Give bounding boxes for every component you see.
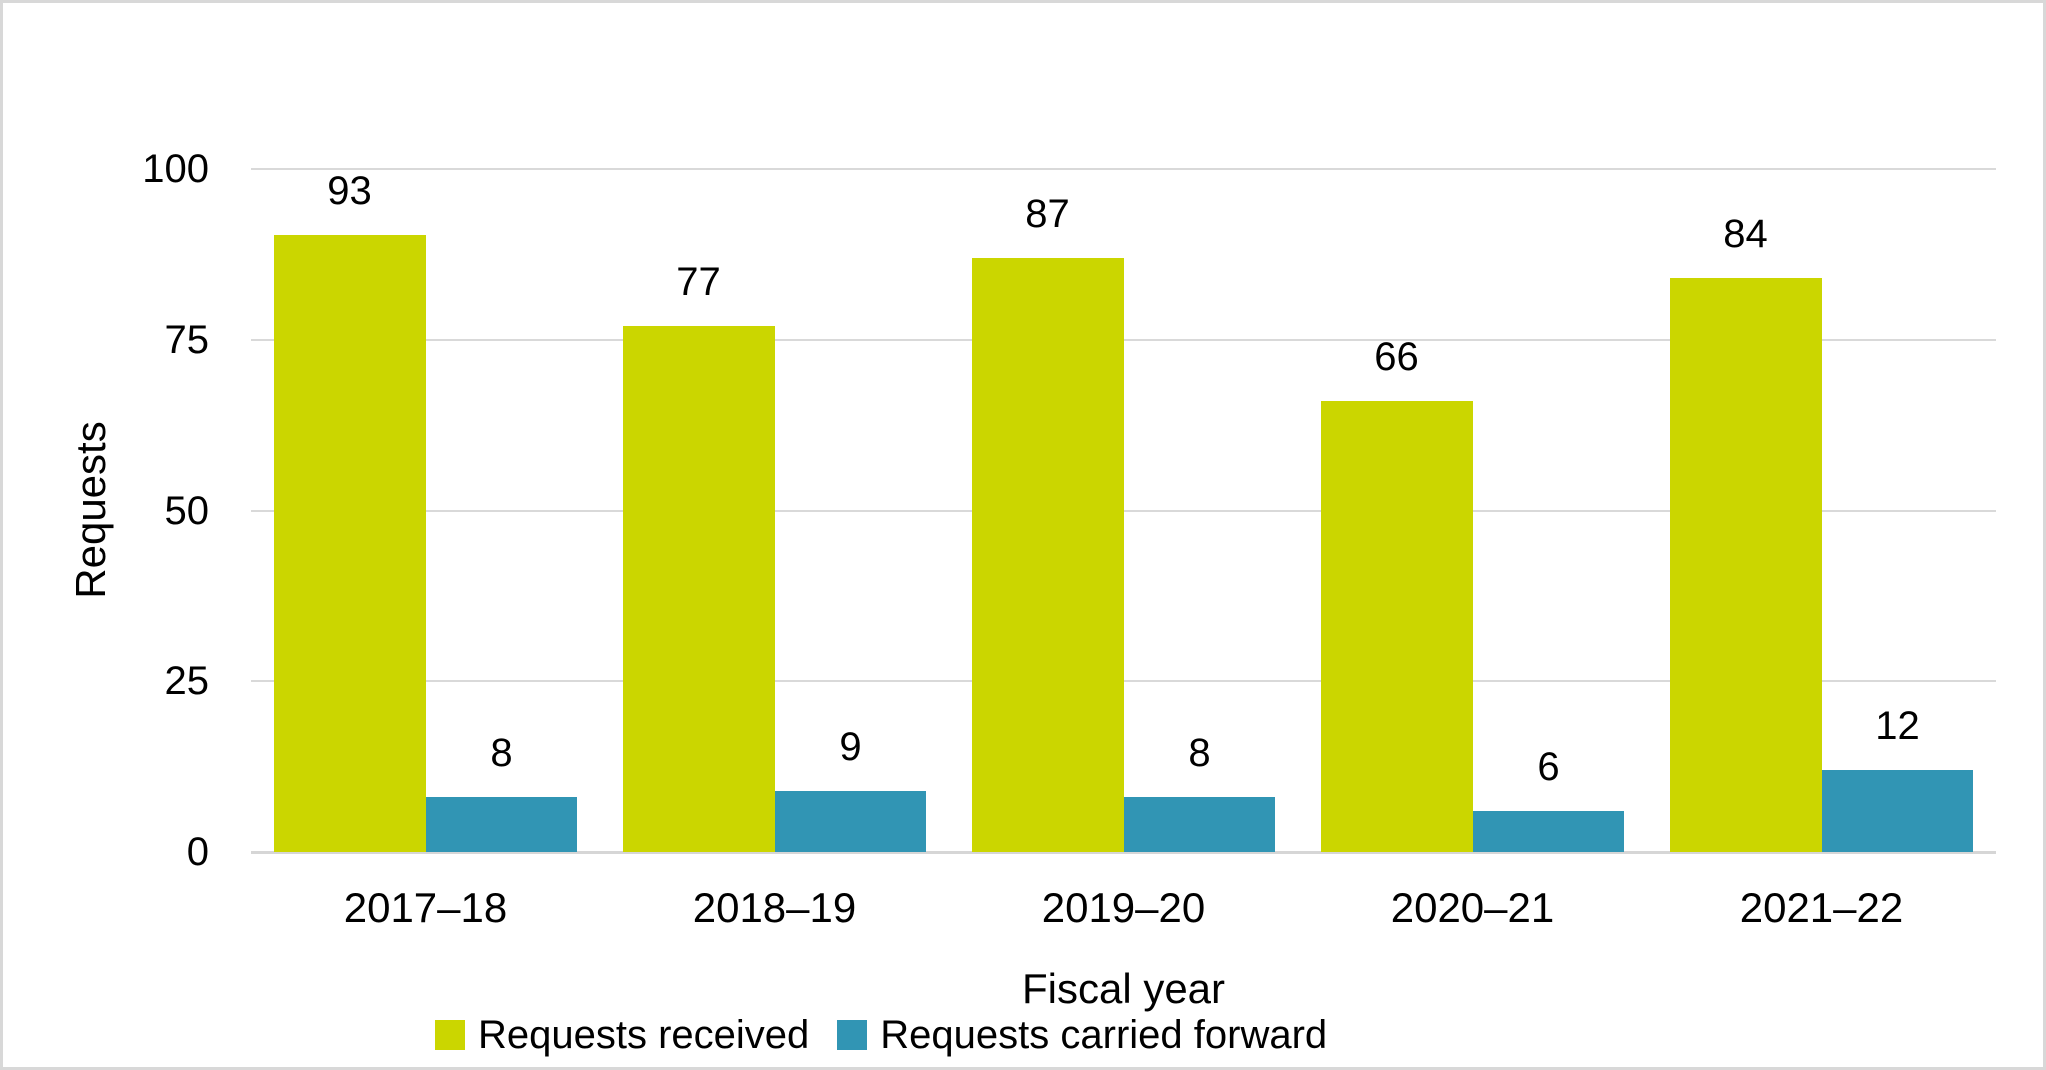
bar-slot-requests-received: 84 [1669, 169, 1822, 852]
bar-value-label: 8 [490, 731, 513, 776]
bar-slot-requests-received: 77 [622, 169, 775, 852]
bar-requests-received [971, 257, 1124, 852]
y-tick-label: 0 [186, 830, 209, 874]
category-group: 66 6 [1298, 169, 1647, 852]
bar-pair: 87 8 [971, 169, 1276, 852]
bar-value-label: 84 [1723, 212, 1768, 257]
x-axis-labels: 2017–18 2018–19 2019–20 2020–21 2021–22 [251, 883, 1996, 933]
bar-requests-carried-forward [1821, 770, 1974, 852]
bar-value-label: 87 [1025, 191, 1070, 236]
bar-pair: 93 8 [273, 169, 578, 852]
bar-value-label: 9 [839, 724, 862, 769]
bar-slot-requests-received: 87 [971, 169, 1124, 852]
category-group: 84 12 [1647, 169, 1996, 852]
y-tick-label: 25 [164, 659, 210, 704]
bar-requests-carried-forward [1123, 797, 1276, 852]
bar-value-label: 77 [676, 260, 721, 305]
legend-item-requests-received: Requests received [435, 1011, 809, 1059]
x-tick-label: 2018–19 [692, 884, 857, 931]
plot-area: 93 8 77 9 87 8 66 6 84 12 [251, 168, 1996, 854]
bar-pair: 77 9 [622, 169, 927, 852]
legend: Requests received Requests carried forwar… [435, 1011, 1327, 1059]
y-tick-label: 50 [164, 488, 210, 533]
y-tick-label: 75 [164, 317, 210, 362]
bar-requests-carried-forward [1472, 811, 1625, 852]
legend-swatch-requests-received [435, 1020, 465, 1050]
bar-value-label: 12 [1875, 704, 1920, 749]
bar-slot-requests-received: 66 [1320, 169, 1473, 852]
gridline [251, 338, 1996, 341]
bar-value-label: 66 [1374, 335, 1419, 380]
y-tick-label: 100 [142, 147, 209, 191]
bar-slot-requests-carried-forward: 8 [425, 169, 578, 852]
x-axis-line [251, 851, 1996, 854]
x-tick-label: 2021–22 [1739, 884, 1904, 931]
gridline [251, 680, 1996, 683]
gridline [251, 168, 1996, 170]
x-tick-label: 2019–20 [1041, 884, 1206, 931]
bar-slot-requests-carried-forward: 12 [1821, 169, 1974, 852]
bar-requests-carried-forward [425, 797, 578, 852]
bar-requests-received [1669, 278, 1822, 852]
legend-label: Requests received [478, 1013, 810, 1057]
bar-slot-requests-received: 93 [273, 169, 426, 852]
x-tick-label: 2020–21 [1390, 884, 1555, 931]
bar-requests-received [1320, 401, 1473, 852]
category-group: 87 8 [949, 169, 1298, 852]
category-group: 93 8 [251, 169, 600, 852]
legend-item-requests-carried-forward: Requests carried forward [837, 1011, 1327, 1059]
bar-slot-requests-carried-forward: 9 [774, 169, 927, 852]
bar-pair: 66 6 [1320, 169, 1625, 852]
bar-groups: 93 8 77 9 87 8 66 6 84 12 [251, 169, 1996, 852]
bar-requests-carried-forward [774, 790, 927, 852]
bar-value-label: 6 [1537, 745, 1560, 790]
legend-label: Requests carried forward [880, 1013, 1328, 1057]
bar-slot-requests-carried-forward: 6 [1472, 169, 1625, 852]
bar-requests-received [273, 235, 426, 852]
category-group: 77 9 [600, 169, 949, 852]
bar-pair: 84 12 [1669, 169, 1974, 852]
legend-swatch-requests-carried-forward [837, 1020, 868, 1050]
bar-slot-requests-carried-forward: 8 [1123, 169, 1276, 852]
bar-value-label: 93 [327, 169, 372, 213]
x-axis-title: Fiscal year [1021, 965, 1226, 1012]
gridline [251, 509, 1996, 512]
bar-value-label: 8 [1188, 731, 1211, 776]
x-tick-label: 2017–18 [343, 884, 508, 931]
y-axis-tick-labels: 0 25 50 75 100 [3, 147, 210, 874]
bar-requests-received [622, 326, 775, 852]
